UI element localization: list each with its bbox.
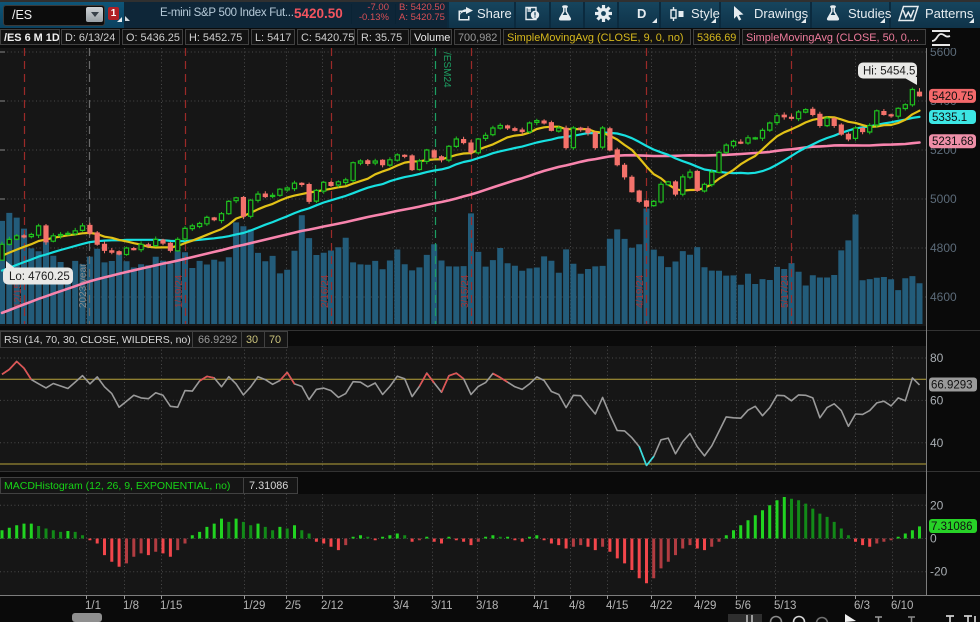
svg-text:5000: 5000 <box>930 192 957 206</box>
svg-text:5/17/24: 5/17/24 <box>780 274 791 308</box>
svg-text:2023 year: 2023 year <box>78 263 89 308</box>
svg-text:MACDHistogram (12, 26, 9, EXPO: MACDHistogram (12, 26, 9, EXPONENTIAL, n… <box>4 480 230 492</box>
svg-text:80: 80 <box>930 351 944 365</box>
svg-text:5/13: 5/13 <box>774 600 796 612</box>
svg-text:2/12: 2/12 <box>321 600 343 612</box>
svg-text:7.31086: 7.31086 <box>931 521 973 533</box>
svg-text:4600: 4600 <box>930 290 957 304</box>
svg-text:3/15/24: 3/15/24 <box>460 274 471 308</box>
svg-text:70: 70 <box>269 334 281 346</box>
svg-text:2/16/24: 2/16/24 <box>320 274 331 308</box>
svg-text:5335.1: 5335.1 <box>932 112 967 124</box>
svg-text:4/22: 4/22 <box>650 600 672 612</box>
svg-text:3/4: 3/4 <box>393 600 410 612</box>
svg-text:5420.75: 5420.75 <box>932 91 974 103</box>
svg-text:/ESM24: /ESM24 <box>441 52 452 88</box>
svg-text:5600: 5600 <box>930 48 957 59</box>
svg-text:6/10: 6/10 <box>891 600 913 612</box>
svg-text:60: 60 <box>930 393 944 407</box>
svg-text:12/15/23: 12/15/23 <box>13 269 24 308</box>
svg-text:Lo: 4760.25: Lo: 4760.25 <box>9 271 70 283</box>
svg-text:1/1: 1/1 <box>85 600 101 612</box>
svg-text:1/8: 1/8 <box>123 600 139 612</box>
svg-text:0: 0 <box>930 532 937 546</box>
svg-text:Hi: 5454.5: Hi: 5454.5 <box>863 66 915 78</box>
svg-text:30: 30 <box>246 334 258 346</box>
svg-text:66.9292: 66.9292 <box>198 334 237 346</box>
svg-text:-20: -20 <box>930 565 948 579</box>
svg-text:5/6: 5/6 <box>735 600 751 612</box>
svg-text:7.31086: 7.31086 <box>249 480 288 492</box>
svg-text:20: 20 <box>930 498 944 512</box>
svg-text:40: 40 <box>930 436 944 450</box>
svg-text:1/15: 1/15 <box>160 600 182 612</box>
svg-text:66.9293: 66.9293 <box>931 380 973 392</box>
svg-text:2/5: 2/5 <box>285 600 301 612</box>
svg-text:3/18: 3/18 <box>476 600 498 612</box>
svg-text:4/8: 4/8 <box>569 600 585 612</box>
svg-text:1/19/24: 1/19/24 <box>174 274 185 308</box>
svg-text:RSI (14, 70, 30, CLOSE, WILDER: RSI (14, 70, 30, CLOSE, WILDERS, no) <box>4 334 191 346</box>
svg-text:6/3: 6/3 <box>854 600 870 612</box>
svg-text:1/29: 1/29 <box>243 600 265 612</box>
svg-text:4/1: 4/1 <box>533 600 549 612</box>
svg-text:4/15: 4/15 <box>606 600 628 612</box>
svg-text:4/29: 4/29 <box>694 600 716 612</box>
svg-text:4800: 4800 <box>930 241 957 255</box>
svg-text:4/19/24: 4/19/24 <box>635 274 646 308</box>
svg-text:3/11: 3/11 <box>431 600 453 612</box>
svg-text:5231.68: 5231.68 <box>932 136 974 148</box>
